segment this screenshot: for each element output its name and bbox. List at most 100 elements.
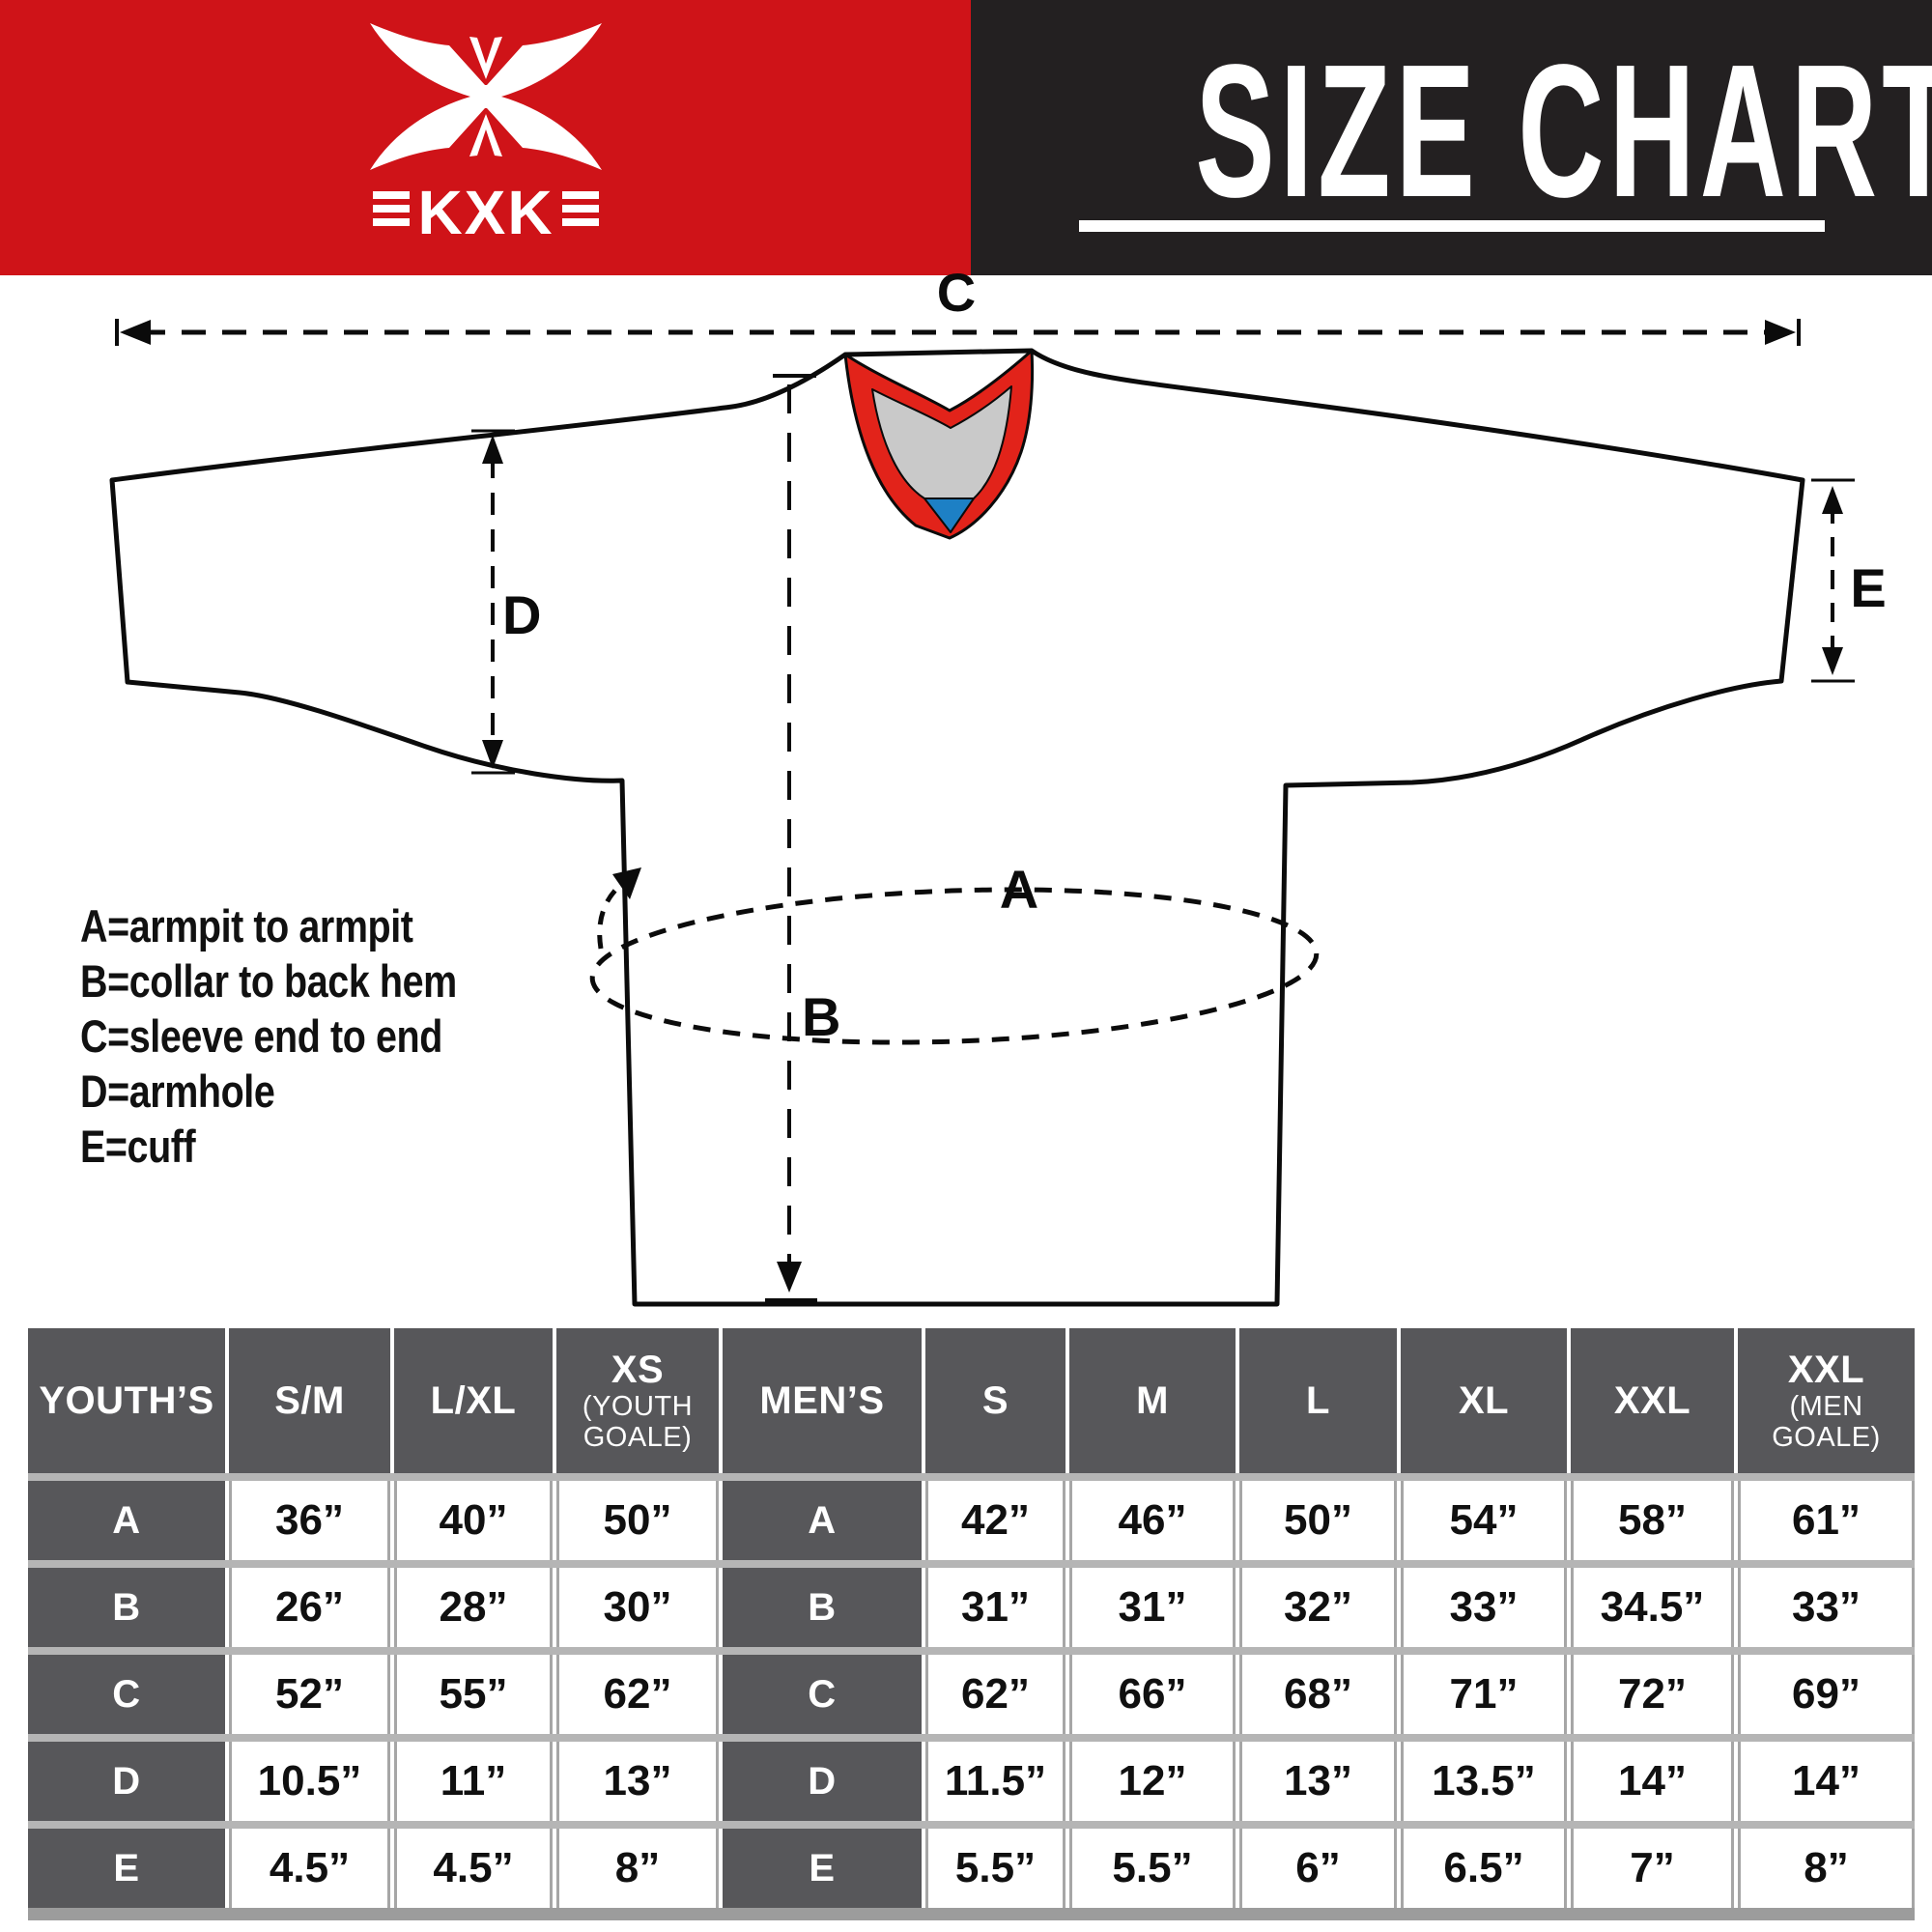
table-header-row: YOUTH’S S/M L/XL XS (YOUTH GOALE) MEN’S …: [28, 1328, 1915, 1473]
header-s: S: [925, 1328, 1065, 1473]
size-value-cell: 69”: [1738, 1655, 1915, 1734]
row-label: B: [28, 1568, 225, 1647]
arrowhead-left-icon: [120, 320, 151, 345]
brand-banner: KXK: [0, 0, 971, 275]
page-header: KXK SIZE CHART: [0, 0, 1932, 275]
size-value-cell: 8”: [556, 1829, 719, 1908]
kxk-logo: KXK: [369, 23, 602, 246]
table-row-e: E 4.5” 4.5” 8” E 5.5” 5.5” 6” 6.5” 7” 8”: [28, 1829, 1915, 1908]
row-label: A: [28, 1481, 225, 1560]
row-separator: [28, 1821, 1915, 1829]
jersey-outline: [109, 348, 1805, 1307]
legend-line: E=cuff: [80, 1121, 196, 1172]
dim-label-b: B: [802, 986, 840, 1047]
header-youths: YOUTH’S: [28, 1328, 225, 1473]
row-label: D: [723, 1742, 922, 1821]
table-row-d: D 10.5” 11” 13” D 11.5” 12” 13” 13.5” 14…: [28, 1742, 1915, 1821]
dim-label-d: D: [502, 584, 541, 645]
arrowhead-up-icon: [1822, 486, 1843, 514]
header-xxl: XXL: [1571, 1328, 1734, 1473]
size-value-cell: 50”: [1239, 1481, 1397, 1560]
size-value-cell: 8”: [1738, 1829, 1915, 1908]
collar-inner-gray: [871, 385, 1012, 499]
size-value-cell: 6”: [1239, 1829, 1397, 1908]
arrowhead-down-icon: [1822, 647, 1843, 675]
size-value-cell: 13”: [556, 1742, 719, 1821]
size-value-cell: 7”: [1571, 1829, 1734, 1908]
jersey-collar: [843, 349, 1035, 540]
size-value-cell: 4.5”: [229, 1829, 390, 1908]
size-value-cell: 28”: [394, 1568, 553, 1647]
size-value-cell: 62”: [925, 1655, 1065, 1734]
size-table: YOUTH’S S/M L/XL XS (YOUTH GOALE) MEN’S …: [28, 1328, 1915, 1920]
size-value-cell: 34.5”: [1571, 1568, 1734, 1647]
size-value-cell: 11”: [394, 1742, 553, 1821]
kxk-emblem-icon: [369, 23, 602, 170]
size-value-cell: 52”: [229, 1655, 390, 1734]
size-value-cell: 72”: [1571, 1655, 1734, 1734]
title-underline: [1078, 220, 1825, 232]
size-value-cell: 11.5”: [925, 1742, 1065, 1821]
title-banner: SIZE CHART: [971, 0, 1932, 275]
size-value-cell: 13”: [1239, 1742, 1397, 1821]
size-value-cell: 10.5”: [229, 1742, 390, 1821]
size-value-cell: 40”: [394, 1481, 553, 1560]
size-value-cell: 33”: [1401, 1568, 1567, 1647]
row-separator: [28, 1734, 1915, 1742]
header-lxl: L/XL: [394, 1328, 553, 1473]
size-value-cell: 32”: [1239, 1568, 1397, 1647]
table-row-a: A 36” 40” 50” A 42” 46” 50” 54” 58” 61”: [28, 1481, 1915, 1560]
size-value-cell: 61”: [1738, 1481, 1915, 1560]
size-value-cell: 13.5”: [1401, 1742, 1567, 1821]
row-label: C: [723, 1655, 922, 1734]
size-value-cell: 4.5”: [394, 1829, 553, 1908]
row-label: B: [723, 1568, 922, 1647]
dimension-line-e: [1811, 478, 1855, 683]
page-title: SIZE CHART: [1195, 25, 1932, 237]
header-m: M: [1069, 1328, 1236, 1473]
header-l: L: [1239, 1328, 1397, 1473]
dimension-ellipse-a: [589, 867, 1320, 1045]
size-value-cell: 12”: [1069, 1742, 1236, 1821]
size-value-cell: 50”: [556, 1481, 719, 1560]
kxk-wordmark: KXK: [372, 178, 599, 246]
arrowhead-curve-icon: [612, 867, 641, 899]
legend-line: C=sleeve end to end: [80, 1010, 442, 1062]
arrowhead-down-icon: [482, 740, 503, 769]
size-value-cell: 5.5”: [925, 1829, 1065, 1908]
arrowhead-right-icon: [1765, 320, 1796, 345]
row-label: A: [723, 1481, 922, 1560]
header-mens: MEN’S: [723, 1328, 922, 1473]
dim-label-e: E: [1850, 557, 1886, 618]
size-value-cell: 33”: [1738, 1568, 1915, 1647]
size-value-cell: 71”: [1401, 1655, 1567, 1734]
header-sm: S/M: [229, 1328, 390, 1473]
table-bottom-shadow: [28, 1908, 1915, 1920]
size-value-cell: 68”: [1239, 1655, 1397, 1734]
measurement-legend: A=armpit to armpit B=collar to back hem …: [80, 898, 528, 1174]
size-value-cell: 6.5”: [1401, 1829, 1567, 1908]
size-value-cell: 5.5”: [1069, 1829, 1236, 1908]
size-value-cell: 66”: [1069, 1655, 1236, 1734]
size-value-cell: 26”: [229, 1568, 390, 1647]
size-value-cell: 54”: [1401, 1481, 1567, 1560]
row-label: E: [28, 1829, 225, 1908]
row-separator: [28, 1473, 1915, 1481]
legend-line: B=collar to back hem: [80, 955, 457, 1007]
header-xl: XL: [1401, 1328, 1567, 1473]
legend-line: D=armhole: [80, 1065, 275, 1117]
table-row-c: C 52” 55” 62” C 62” 66” 68” 71” 72” 69”: [28, 1655, 1915, 1734]
dimension-line-b: [765, 374, 817, 1302]
header-xxl-men-goale: XXL (MEN GOALE): [1738, 1328, 1915, 1473]
size-value-cell: 58”: [1571, 1481, 1734, 1560]
size-value-cell: 30”: [556, 1568, 719, 1647]
size-value-cell: 55”: [394, 1655, 553, 1734]
row-separator: [28, 1647, 1915, 1655]
size-value-cell: 42”: [925, 1481, 1065, 1560]
dim-label-c: C: [937, 262, 976, 323]
dimension-line-c: [115, 319, 1801, 346]
size-value-cell: 14”: [1738, 1742, 1915, 1821]
arrowhead-up-icon: [482, 435, 503, 464]
row-label: E: [723, 1829, 922, 1908]
